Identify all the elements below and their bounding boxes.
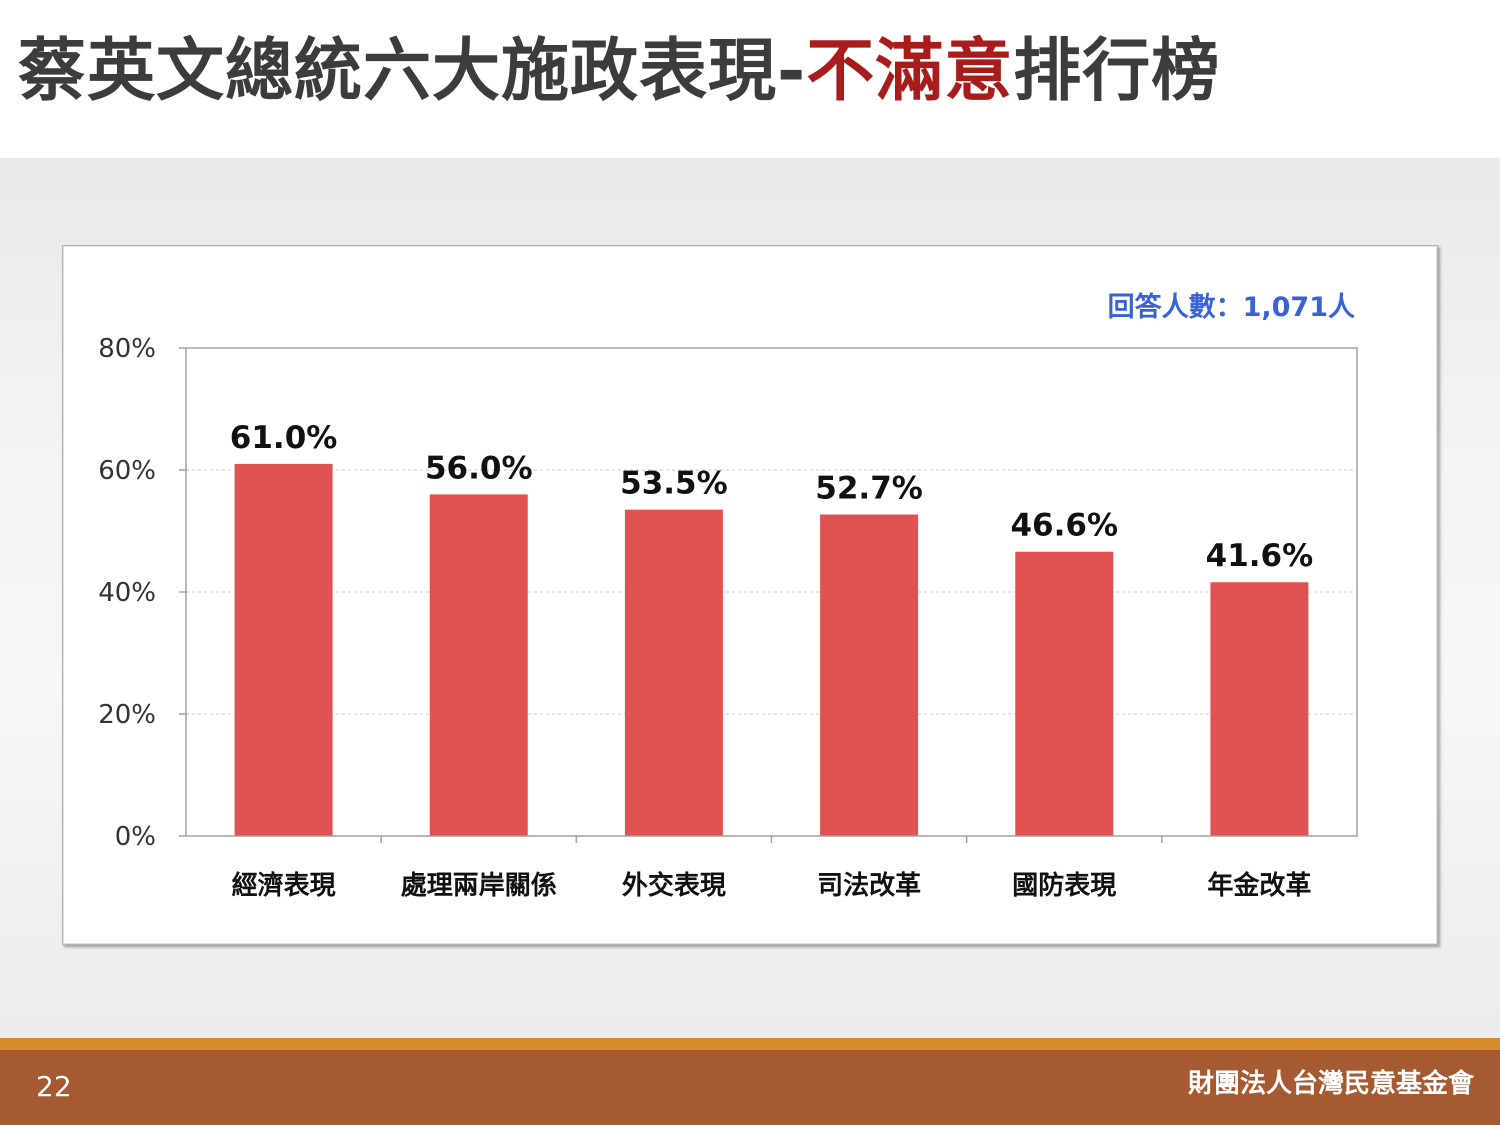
page-number: 22 <box>36 1070 72 1103</box>
title-main: 蔡英文總統六大施政表現- <box>18 32 807 111</box>
footer-bar <box>0 1050 1500 1125</box>
respondent-note: 回答人數：1,071人 <box>1108 291 1355 323</box>
data-label: 53.5% <box>620 466 728 502</box>
title-highlight: 不滿意 <box>806 32 1014 111</box>
title-tail: 排行榜 <box>1013 32 1221 111</box>
x-tick-label: 國防表現 <box>1012 871 1116 901</box>
bar <box>820 514 919 836</box>
data-label: 56.0% <box>425 450 533 486</box>
y-tick-label: 40% <box>98 578 156 608</box>
bar <box>234 463 333 836</box>
y-tick-label: 20% <box>98 700 156 730</box>
x-tick-label: 經濟表現 <box>232 870 336 901</box>
organization-name: 財團法人台灣民意基金會 <box>1187 1069 1474 1099</box>
bar <box>429 494 528 836</box>
data-label: 41.6% <box>1206 538 1314 574</box>
data-label: 61.0% <box>230 420 338 456</box>
footer-accent-line <box>0 1038 1500 1050</box>
y-tick-label: 0% <box>115 822 156 852</box>
bar <box>1015 551 1114 836</box>
y-tick-label: 80% <box>98 334 156 364</box>
x-tick-label: 年金改革 <box>1207 870 1311 901</box>
bar <box>1210 582 1309 836</box>
x-tick-label: 司法改革 <box>817 870 921 901</box>
data-label: 46.6% <box>1010 508 1118 544</box>
y-tick-label: 60% <box>98 456 156 486</box>
bar <box>624 509 723 836</box>
x-tick-label: 處理兩岸關係 <box>401 871 557 901</box>
data-label: 52.7% <box>815 471 923 507</box>
slide-title: 蔡英文總統六大施政表現-不滿意排行榜 <box>18 38 1220 106</box>
x-tick-label: 外交表現 <box>622 870 726 901</box>
